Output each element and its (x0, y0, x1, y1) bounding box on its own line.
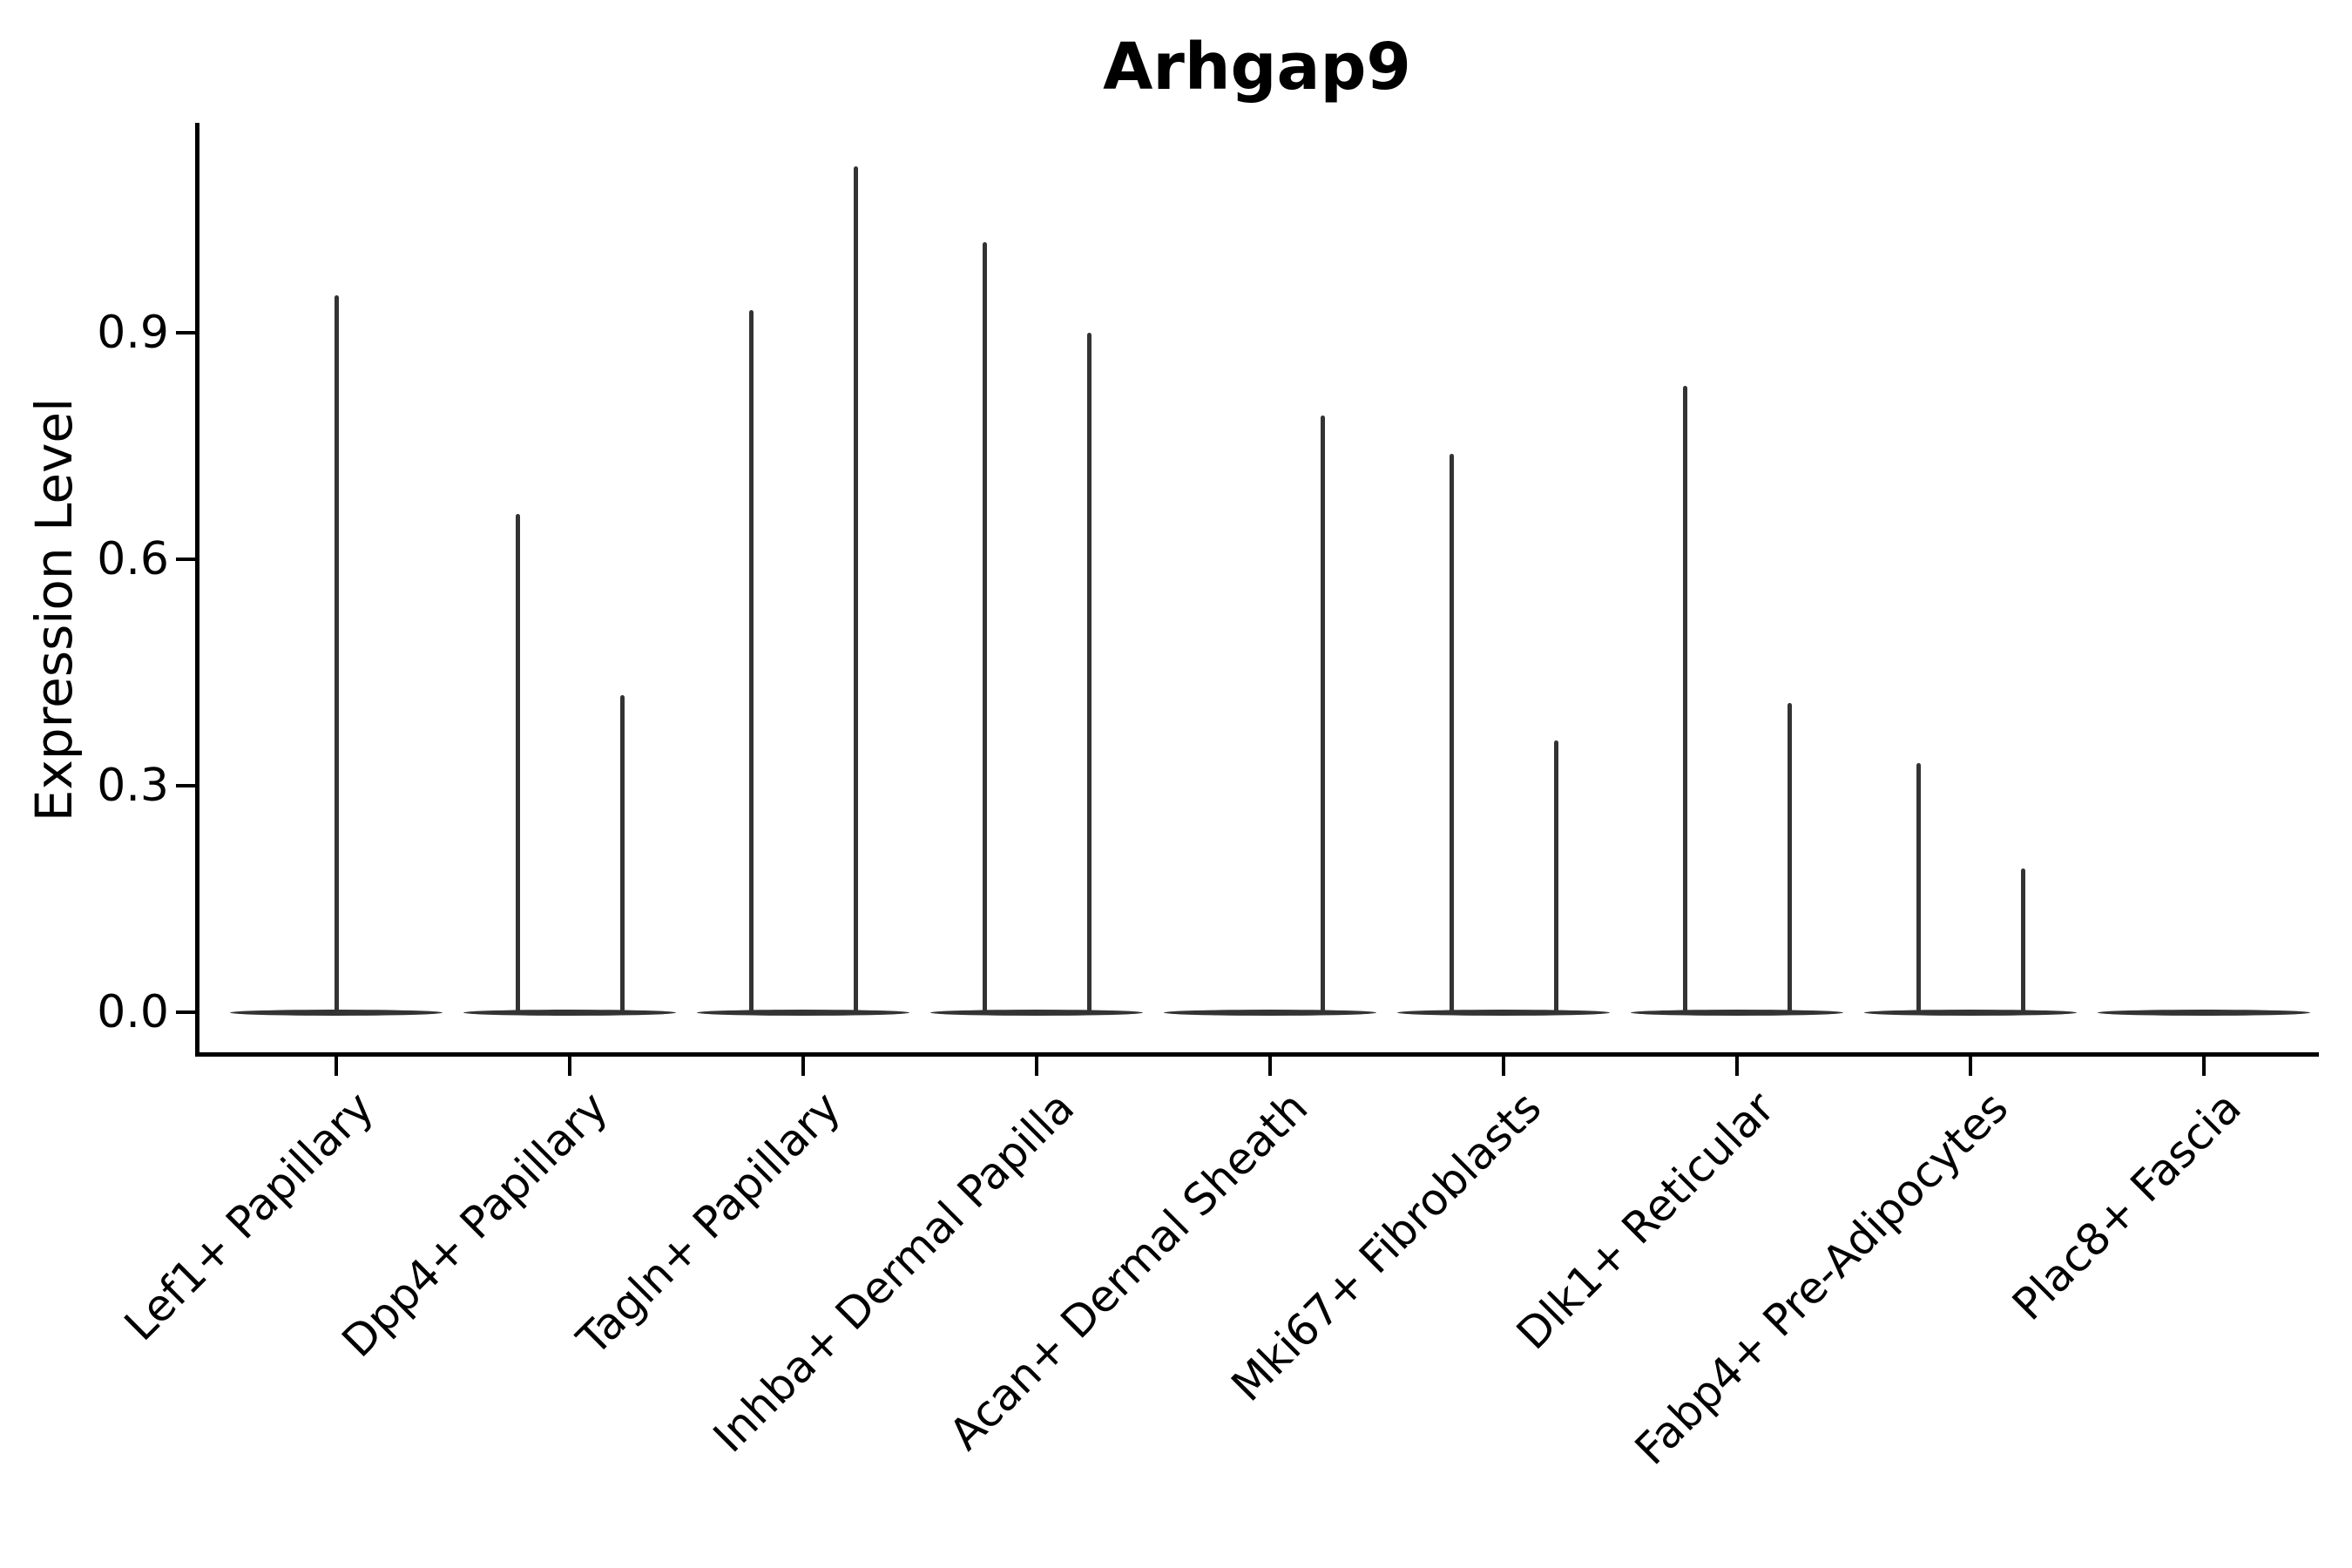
x-tick (1268, 1056, 1272, 1076)
violin-spike (515, 513, 520, 1015)
y-tick (176, 331, 195, 335)
plot-title: Arhgap9 (1103, 30, 1411, 105)
violin-spike (619, 694, 625, 1015)
violin-spike (1320, 416, 1325, 1015)
y-axis-line (195, 123, 199, 1057)
x-tick-label-text: Dpp4+ Papillary (332, 1081, 618, 1367)
violin-spike (1086, 332, 1092, 1015)
violin-base (697, 1009, 909, 1016)
violin-spike (1916, 762, 1921, 1015)
violin-base (1631, 1009, 1843, 1016)
x-tick (1735, 1056, 1739, 1076)
x-axis-line (195, 1052, 2319, 1057)
violin-spike (1682, 385, 1687, 1015)
violin-spike (748, 309, 754, 1015)
y-tick-label: 0.6 (97, 532, 169, 585)
violin-base (2098, 1009, 2310, 1016)
y-tick-label: 0.0 (97, 986, 169, 1038)
violin-base (1864, 1009, 2077, 1016)
x-tick-label-text: Lef1+ Papillary (115, 1081, 384, 1350)
y-tick (176, 558, 195, 561)
y-tick-label: 0.3 (97, 759, 169, 812)
violin-spike (1787, 702, 1792, 1015)
x-tick (1969, 1056, 1972, 1076)
x-tick (335, 1056, 338, 1076)
violin-spike (853, 166, 858, 1015)
x-tick (1502, 1056, 1505, 1076)
x-tick-label-text: Plac8+ Fascia (2003, 1081, 2252, 1330)
violin-base (1164, 1009, 1376, 1016)
x-tick (2202, 1056, 2206, 1076)
violin-base (463, 1009, 676, 1016)
violin-base (930, 1009, 1143, 1016)
violin-spike (2020, 868, 2025, 1015)
violin-base (1397, 1009, 1610, 1016)
x-tick-label-text: Dlk1+ Reticular (1507, 1081, 1785, 1359)
violin-spike (1553, 740, 1558, 1015)
x-tick-label-text: Fabp4+ Pre-Adipocytes (1625, 1081, 2018, 1475)
x-tick (568, 1056, 571, 1076)
violin-spike (982, 241, 987, 1015)
y-tick (176, 1010, 195, 1014)
y-tick (176, 784, 195, 787)
x-tick (801, 1056, 805, 1076)
y-tick-label: 0.9 (97, 306, 169, 359)
violin-spike (1449, 453, 1454, 1015)
x-tick-label-text: Tagln+ Papillary (567, 1081, 851, 1365)
x-tick (1035, 1056, 1038, 1076)
violin-spike (334, 294, 339, 1015)
y-axis-label: Expression Level (24, 397, 84, 822)
